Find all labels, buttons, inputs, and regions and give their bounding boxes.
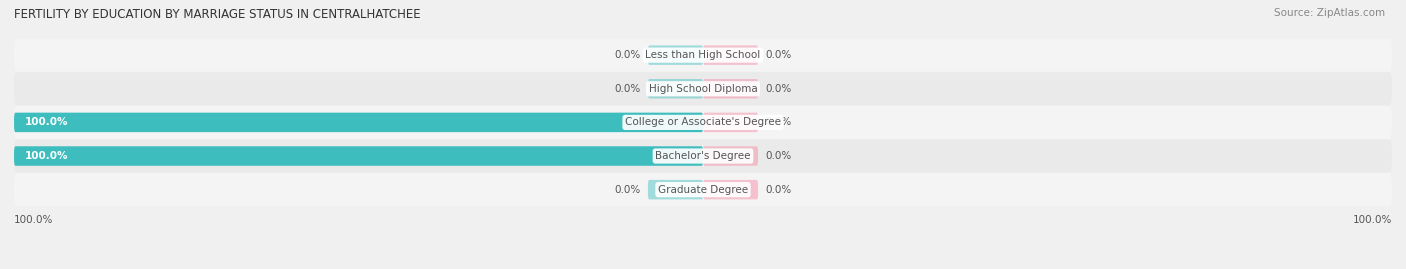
FancyBboxPatch shape bbox=[14, 113, 703, 132]
FancyBboxPatch shape bbox=[14, 146, 703, 166]
Text: 0.0%: 0.0% bbox=[614, 84, 641, 94]
FancyBboxPatch shape bbox=[14, 39, 1392, 72]
FancyBboxPatch shape bbox=[703, 113, 758, 132]
Text: High School Diploma: High School Diploma bbox=[648, 84, 758, 94]
Text: Bachelor's Degree: Bachelor's Degree bbox=[655, 151, 751, 161]
Text: 0.0%: 0.0% bbox=[765, 185, 792, 195]
FancyBboxPatch shape bbox=[648, 79, 703, 98]
Text: 0.0%: 0.0% bbox=[765, 50, 792, 60]
FancyBboxPatch shape bbox=[703, 79, 758, 98]
Text: 100.0%: 100.0% bbox=[24, 151, 67, 161]
FancyBboxPatch shape bbox=[14, 106, 1392, 139]
FancyBboxPatch shape bbox=[703, 180, 758, 199]
FancyBboxPatch shape bbox=[14, 72, 1392, 105]
FancyBboxPatch shape bbox=[14, 140, 1392, 172]
Text: 100.0%: 100.0% bbox=[14, 215, 53, 225]
FancyBboxPatch shape bbox=[703, 146, 758, 166]
Text: Source: ZipAtlas.com: Source: ZipAtlas.com bbox=[1274, 8, 1385, 18]
Text: 0.0%: 0.0% bbox=[614, 50, 641, 60]
FancyBboxPatch shape bbox=[648, 45, 703, 65]
Text: College or Associate's Degree: College or Associate's Degree bbox=[626, 117, 780, 128]
FancyBboxPatch shape bbox=[648, 180, 703, 199]
Text: 0.0%: 0.0% bbox=[765, 84, 792, 94]
FancyBboxPatch shape bbox=[14, 173, 1392, 206]
Text: 100.0%: 100.0% bbox=[1353, 215, 1392, 225]
Text: 100.0%: 100.0% bbox=[24, 117, 67, 128]
Text: 0.0%: 0.0% bbox=[765, 117, 792, 128]
Text: 0.0%: 0.0% bbox=[614, 185, 641, 195]
Text: Less than High School: Less than High School bbox=[645, 50, 761, 60]
Text: Graduate Degree: Graduate Degree bbox=[658, 185, 748, 195]
Text: 0.0%: 0.0% bbox=[765, 151, 792, 161]
FancyBboxPatch shape bbox=[703, 45, 758, 65]
Text: FERTILITY BY EDUCATION BY MARRIAGE STATUS IN CENTRALHATCHEE: FERTILITY BY EDUCATION BY MARRIAGE STATU… bbox=[14, 8, 420, 21]
